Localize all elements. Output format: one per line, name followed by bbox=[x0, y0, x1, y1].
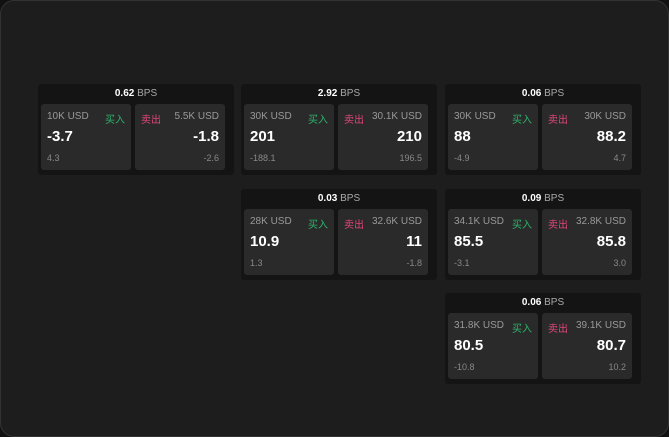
ask-change: 10.2 bbox=[608, 362, 626, 372]
bid-price: 80.5 bbox=[454, 337, 484, 354]
bid-change: -4.9 bbox=[454, 153, 470, 163]
spread-header: 2.92 BPS bbox=[241, 84, 437, 104]
bid-size: 31.8K USD bbox=[454, 320, 505, 331]
ask-change: -1.8 bbox=[406, 258, 422, 268]
spread-unit: BPS bbox=[340, 193, 361, 204]
buy-card[interactable]: 30K USD 买入 88 -4.9 bbox=[448, 104, 538, 170]
sell-card[interactable]: 卖出 32.8K USD 85.8 3.0 bbox=[542, 209, 632, 275]
spread-unit: BPS bbox=[340, 88, 361, 99]
sell-label: 卖出 bbox=[548, 220, 568, 231]
spread-unit: BPS bbox=[137, 88, 158, 99]
spread-header: 0.62 BPS bbox=[38, 84, 234, 104]
ask-price: 210 bbox=[396, 128, 422, 145]
spread-value: 0.62 bbox=[114, 88, 135, 99]
spread-value: 0.09 bbox=[521, 193, 542, 204]
price-widget: 0.06 BPS 31.8K USD 买入 80.5 -10.8 卖出 39.1… bbox=[445, 293, 641, 384]
sell-label: 卖出 bbox=[141, 115, 161, 126]
sell-label: 卖出 bbox=[344, 115, 364, 126]
sell-card[interactable]: 卖出 30.1K USD 210 196.5 bbox=[338, 104, 428, 170]
sell-card[interactable]: 卖出 30K USD 88.2 4.7 bbox=[542, 104, 632, 170]
ask-size: 32.8K USD bbox=[575, 216, 626, 227]
spread-unit: BPS bbox=[544, 193, 565, 204]
bid-size: 34.1K USD bbox=[454, 216, 505, 227]
bid-size: 10K USD bbox=[47, 111, 89, 122]
buy-card[interactable]: 31.8K USD 买入 80.5 -10.8 bbox=[448, 313, 538, 379]
buy-label: 买入 bbox=[308, 115, 328, 126]
spread-value: 0.06 bbox=[521, 88, 542, 99]
sell-label: 卖出 bbox=[548, 115, 568, 126]
bid-size: 30K USD bbox=[454, 111, 496, 122]
bid-size: 28K USD bbox=[250, 216, 292, 227]
price-widget: 0.06 BPS 30K USD 买入 88 -4.9 卖出 30K USD 8… bbox=[445, 84, 641, 175]
sell-label: 卖出 bbox=[548, 324, 568, 335]
bid-price: -3.7 bbox=[47, 128, 73, 145]
ask-change: 196.5 bbox=[399, 153, 422, 163]
ask-price: -1.8 bbox=[193, 128, 219, 145]
ask-change: 4.7 bbox=[613, 153, 626, 163]
bid-change: -10.8 bbox=[454, 362, 475, 372]
bid-change: -3.1 bbox=[454, 258, 470, 268]
sell-label: 卖出 bbox=[344, 220, 364, 231]
ask-size: 39.1K USD bbox=[575, 320, 626, 331]
ask-size: 5.5K USD bbox=[174, 111, 219, 122]
buy-card[interactable]: 28K USD 买入 10.9 1.3 bbox=[244, 209, 334, 275]
sell-card[interactable]: 卖出 32.6K USD 11 -1.8 bbox=[338, 209, 428, 275]
price-widget: 2.92 BPS 30K USD 买入 201 -188.1 卖出 30.1K … bbox=[241, 84, 437, 175]
sell-card[interactable]: 卖出 39.1K USD 80.7 10.2 bbox=[542, 313, 632, 379]
ask-price: 88.2 bbox=[596, 128, 626, 145]
bid-change: -188.1 bbox=[250, 153, 276, 163]
bid-change: 4.3 bbox=[47, 153, 60, 163]
buy-label: 买入 bbox=[105, 115, 125, 126]
spread-header: 0.09 BPS bbox=[445, 189, 641, 209]
bid-change: 1.3 bbox=[250, 258, 263, 268]
spread-header: 0.06 BPS bbox=[445, 293, 641, 313]
bid-price: 201 bbox=[250, 128, 276, 145]
spread-value: 2.92 bbox=[317, 88, 338, 99]
bid-size: 30K USD bbox=[250, 111, 292, 122]
price-widget: 0.09 BPS 34.1K USD 买入 85.5 -3.1 卖出 32.8K… bbox=[445, 189, 641, 280]
buy-label: 买入 bbox=[308, 220, 328, 231]
price-widget: 0.62 BPS 10K USD 买入 -3.7 4.3 卖出 5.5K USD… bbox=[38, 84, 234, 175]
buy-label: 买入 bbox=[512, 324, 532, 335]
spread-value: 0.06 bbox=[521, 297, 542, 308]
spread-header: 0.03 BPS bbox=[241, 189, 437, 209]
ask-price: 80.7 bbox=[596, 337, 626, 354]
buy-card[interactable]: 30K USD 买入 201 -188.1 bbox=[244, 104, 334, 170]
buy-label: 买入 bbox=[512, 115, 532, 126]
ask-change: -2.6 bbox=[203, 153, 219, 163]
sell-card[interactable]: 卖出 5.5K USD -1.8 -2.6 bbox=[135, 104, 225, 170]
ask-price: 11 bbox=[406, 233, 422, 250]
ask-change: 3.0 bbox=[613, 258, 626, 268]
bid-price: 85.5 bbox=[454, 233, 484, 250]
ask-size: 30.1K USD bbox=[371, 111, 422, 122]
buy-card[interactable]: 10K USD 买入 -3.7 4.3 bbox=[41, 104, 131, 170]
buy-card[interactable]: 34.1K USD 买入 85.5 -3.1 bbox=[448, 209, 538, 275]
ask-price: 85.8 bbox=[596, 233, 626, 250]
spread-value: 0.03 bbox=[317, 193, 338, 204]
buy-label: 买入 bbox=[512, 220, 532, 231]
spread-unit: BPS bbox=[544, 88, 565, 99]
spread-unit: BPS bbox=[544, 297, 565, 308]
ask-size: 32.6K USD bbox=[371, 216, 422, 227]
bid-price: 10.9 bbox=[250, 233, 280, 250]
bid-price: 88 bbox=[454, 128, 471, 145]
price-widget: 0.03 BPS 28K USD 买入 10.9 1.3 卖出 32.6K US… bbox=[241, 189, 437, 280]
spread-header: 0.06 BPS bbox=[445, 84, 641, 104]
ask-size: 30K USD bbox=[584, 111, 626, 122]
